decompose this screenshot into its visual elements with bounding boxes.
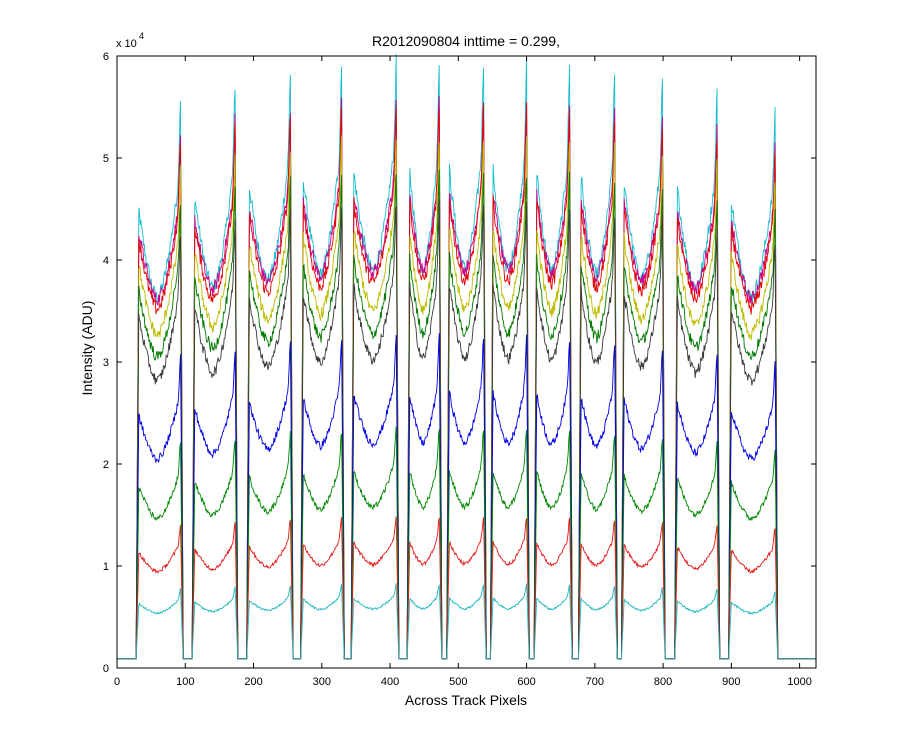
x-axis-label: Across Track Pixels [405, 692, 527, 708]
x-tick-label: 600 [517, 676, 535, 688]
y-tick-label: 4 [103, 255, 109, 267]
y-tick-label: 6 [103, 51, 109, 63]
chart-title: R2012090804 inttime = 0.299, [372, 33, 560, 49]
x-tick-label: 400 [381, 676, 399, 688]
series-line-6 [117, 198, 816, 660]
series-line-3 [117, 102, 816, 660]
x-tick-label: 800 [654, 676, 672, 688]
y-tick-label: 1 [103, 561, 109, 573]
y-tick-label: 5 [103, 153, 109, 165]
series-line-7 [117, 333, 816, 660]
series-line-4 [117, 135, 816, 660]
x-tick-label: 500 [449, 676, 467, 688]
series-line-9 [117, 516, 816, 660]
x-tick-label: 0 [114, 676, 120, 688]
x-tick-label: 700 [586, 676, 604, 688]
x-tick-label: 300 [313, 676, 331, 688]
y-axis-label: Intensity (ADU) [79, 301, 95, 396]
x-axis-ticks: 0 100 200 300 400 500 600 700 800 900 1000 [114, 56, 812, 688]
series-line-5 [117, 169, 816, 660]
x-tick-label: 1000 [787, 676, 811, 688]
y-axis-ticks: 0 1 2 3 4 5 6 [103, 51, 816, 675]
y-tick-label: 3 [103, 357, 109, 369]
y-multiplier-base: x 10 [116, 38, 137, 50]
plot-area [117, 56, 816, 668]
y-tick-label: 0 [103, 663, 109, 675]
series-layer [117, 54, 816, 660]
series-line-8 [117, 426, 816, 660]
y-tick-label: 2 [103, 459, 109, 471]
y-multiplier-exponent: 4 [139, 31, 144, 41]
x-tick-label: 200 [244, 676, 262, 688]
x-tick-label: 100 [176, 676, 194, 688]
x-tick-label: 900 [722, 676, 740, 688]
series-line-10 [117, 583, 816, 660]
